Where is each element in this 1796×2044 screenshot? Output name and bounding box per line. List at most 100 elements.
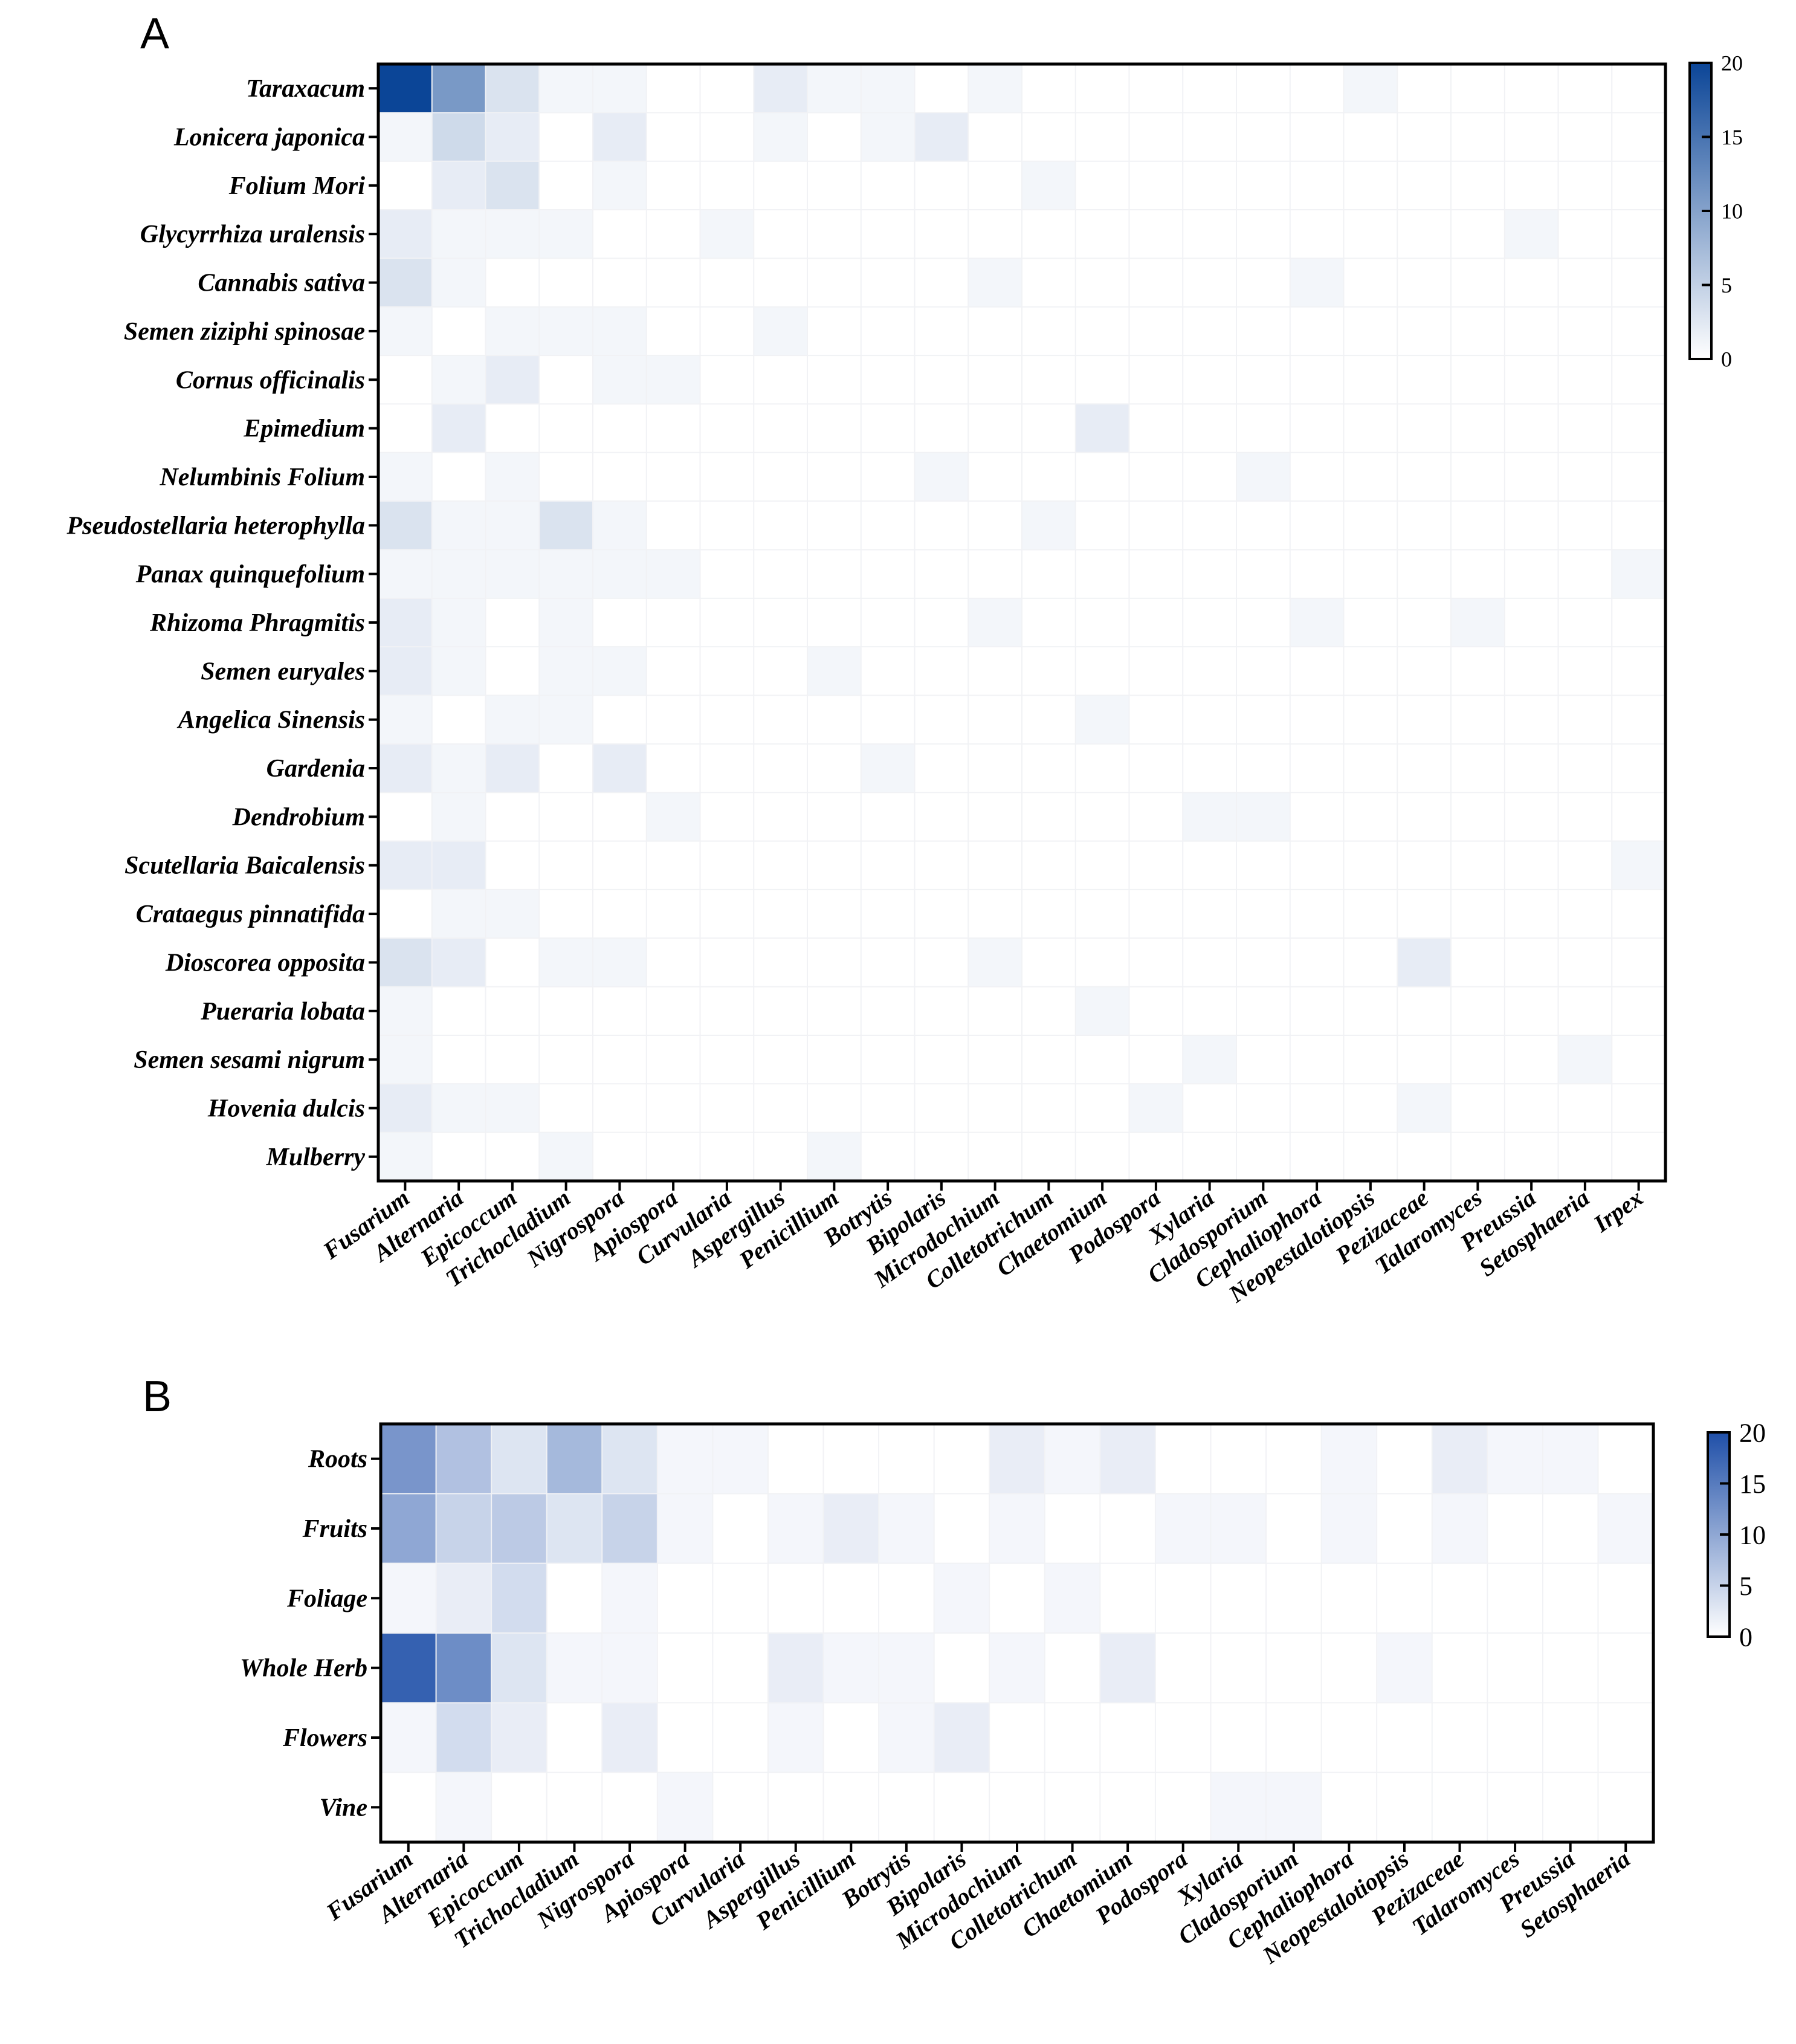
heatmap-cell: [1155, 1563, 1212, 1634]
heatmap-cell: [968, 598, 1022, 647]
heatmap-cell: [1612, 598, 1666, 647]
heatmap-cell: [1290, 841, 1345, 890]
heatmap-cell: [1558, 306, 1612, 356]
heatmap-cell: [861, 258, 916, 308]
heatmap-cell: [593, 355, 647, 405]
heatmap-cell: [539, 161, 593, 210]
heatmap-cell: [1504, 210, 1559, 259]
heatmap-cell: [485, 1132, 540, 1182]
heatmap-cell: [1432, 1633, 1488, 1703]
heatmap-cell: [700, 889, 754, 939]
heatmap-cell: [602, 1424, 658, 1494]
heatmap-cell: [712, 1563, 769, 1634]
heatmap-cell: [767, 1633, 824, 1703]
heatmap-cell: [1210, 1493, 1267, 1564]
heatmap-cell: [1075, 112, 1130, 162]
heatmap-cell: [593, 889, 647, 939]
heatmap-cell: [1022, 986, 1076, 1036]
heatmap-cell: [1504, 792, 1559, 842]
heatmap-cell: [485, 938, 540, 988]
heatmap-cell: [1321, 1703, 1377, 1773]
heatmap-cell: [700, 549, 754, 599]
heatmap-cell: [1290, 210, 1345, 259]
heatmap-cell: [914, 306, 969, 356]
heatmap-cell: [1612, 404, 1666, 453]
heatmap-cell: [807, 404, 862, 453]
heatmap-cell: [539, 986, 593, 1036]
heatmap-cell: [1451, 549, 1505, 599]
heatmap-cell: [1266, 1703, 1322, 1773]
heatmap-cell: [1558, 404, 1612, 453]
heatmap-cell: [539, 404, 593, 453]
heatmap-cell: [1451, 355, 1505, 405]
heatmap-cell: [646, 355, 701, 405]
heatmap-cell: [1397, 549, 1452, 599]
heatmap-cell: [646, 841, 701, 890]
heatmap-cell: [989, 1424, 1045, 1494]
heatmap-cell: [1022, 1132, 1076, 1182]
colorbar-tick-label: 20: [1739, 1418, 1766, 1447]
row-label: Fruits: [302, 1515, 367, 1543]
heatmap-cell: [593, 64, 647, 113]
heatmap-cell: [1044, 1772, 1100, 1843]
heatmap-cell: [1075, 161, 1130, 210]
heatmap-cell: [968, 938, 1022, 988]
heatmap-cell: [1542, 1493, 1599, 1564]
heatmap-cell: [754, 938, 808, 988]
row-label: Taraxacum: [246, 75, 365, 103]
heatmap-cell: [1343, 695, 1398, 745]
heatmap-cell: [914, 1035, 969, 1084]
heatmap-cell: [646, 743, 701, 793]
heatmap-cell: [1377, 1493, 1433, 1564]
heatmap-cell: [1022, 64, 1076, 113]
heatmap-cell: [431, 404, 486, 453]
heatmap-cell: [539, 112, 593, 162]
heatmap-cell: [1451, 647, 1505, 696]
heatmap-cell: [1183, 452, 1237, 502]
heatmap-cell: [378, 161, 433, 210]
heatmap-cell: [593, 743, 647, 793]
heatmap-cell: [1558, 161, 1612, 210]
heatmap-cell: [700, 743, 754, 793]
heatmap-cell: [1022, 938, 1076, 988]
heatmap-cell: [1343, 743, 1398, 793]
heatmap-cell: [700, 258, 754, 308]
heatmap-cell: [1451, 598, 1505, 647]
heatmap-cell: [807, 258, 862, 308]
heatmap-cell: [1343, 598, 1398, 647]
heatmap-cell: [1558, 452, 1612, 502]
heatmap-cell: [1266, 1424, 1322, 1494]
row-label: Cornus officinalis: [176, 366, 365, 394]
heatmap-cell: [381, 1424, 437, 1494]
colorbar-tick-label: 5: [1721, 273, 1732, 297]
heatmap-cell: [914, 792, 969, 842]
heatmap-cell: [934, 1772, 990, 1843]
heatmap-cell: [1075, 889, 1130, 939]
heatmap-cell: [823, 1633, 879, 1703]
heatmap-cell: [646, 210, 701, 259]
heatmap-cell: [754, 841, 808, 890]
heatmap-cell: [1397, 743, 1452, 793]
heatmap-cell: [602, 1703, 658, 1773]
heatmap-cell: [485, 1084, 540, 1133]
heatmap-cell: [1290, 452, 1345, 502]
row-label: Dendrobium: [232, 803, 365, 831]
heatmap-cell: [1451, 792, 1505, 842]
heatmap-cell: [914, 64, 969, 113]
heatmap-cell: [968, 792, 1022, 842]
heatmap-cell: [1397, 1132, 1452, 1182]
heatmap-cell: [1343, 986, 1398, 1036]
heatmap-cell: [968, 743, 1022, 793]
heatmap-cell: [914, 210, 969, 259]
heatmap-cell: [593, 501, 647, 551]
heatmap-cell: [1504, 841, 1559, 890]
heatmap-cell: [914, 355, 969, 405]
heatmap-cell: [1598, 1772, 1654, 1843]
heatmap-cell: [1504, 549, 1559, 599]
heatmap-cell: [700, 1132, 754, 1182]
heatmap-cell: [1504, 743, 1559, 793]
heatmap-cell: [1451, 743, 1505, 793]
heatmap-cell: [1558, 1132, 1612, 1182]
heatmap-cell: [807, 986, 862, 1036]
heatmap-cell: [1504, 501, 1559, 551]
